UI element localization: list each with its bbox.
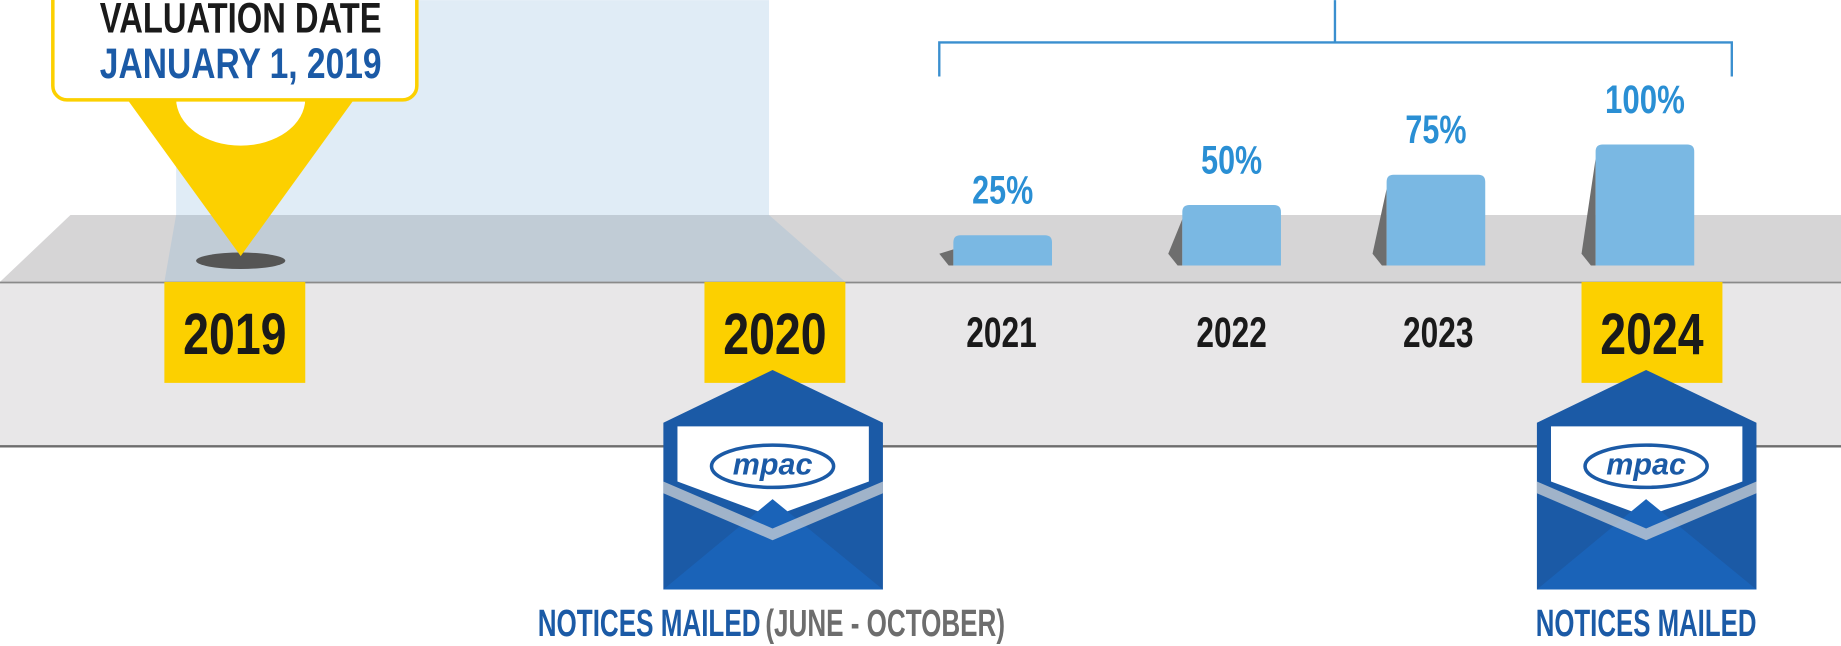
bar <box>1182 205 1281 266</box>
pin-hole <box>176 98 306 146</box>
bar-shadow <box>1581 158 1596 266</box>
envelope: mpac <box>1536 369 1757 590</box>
notice-text: NOTICES MAILED <box>538 602 761 644</box>
year-label: 2020 <box>723 302 826 367</box>
bar-label: 100% <box>1605 78 1685 122</box>
bar <box>1595 144 1695 266</box>
year-label: 2021 <box>966 309 1036 356</box>
bar-label: 75% <box>1405 108 1466 152</box>
year-highlight <box>704 281 846 383</box>
callout-label: VALUATION DATE <box>100 0 382 41</box>
bracket <box>938 0 1733 77</box>
bar <box>1386 174 1486 266</box>
year-highlight <box>164 281 306 383</box>
envelope: mpac <box>663 369 883 590</box>
bar-label: 25% <box>972 169 1033 213</box>
bar-shadow <box>1372 188 1387 266</box>
period-band-top <box>164 214 846 282</box>
year-label: 2023 <box>1403 309 1473 356</box>
logo: mpac <box>1606 447 1686 481</box>
notice-text: NOTICES MAILED <box>1536 602 1757 644</box>
callout <box>51 0 419 102</box>
year-label: 2019 <box>183 302 286 367</box>
pin <box>126 98 355 257</box>
notice: NOTICES MAILED(JUNE - OCTOBER) <box>538 602 1005 644</box>
band-front <box>0 281 1841 447</box>
callout-date: JANUARY 1, 2019 <box>100 40 382 87</box>
year-label: 2024 <box>1600 302 1704 367</box>
pin-shadow <box>196 252 286 269</box>
notice-detail: (JUNE - OCTOBER) <box>765 602 1005 644</box>
year-label: 2022 <box>1196 309 1266 356</box>
bar-label: 50% <box>1201 138 1262 182</box>
year-highlight <box>1581 281 1723 383</box>
logo: mpac <box>733 447 813 481</box>
bar-shadow <box>1168 219 1183 266</box>
bar-shadow <box>939 249 954 266</box>
bar <box>953 235 1052 266</box>
